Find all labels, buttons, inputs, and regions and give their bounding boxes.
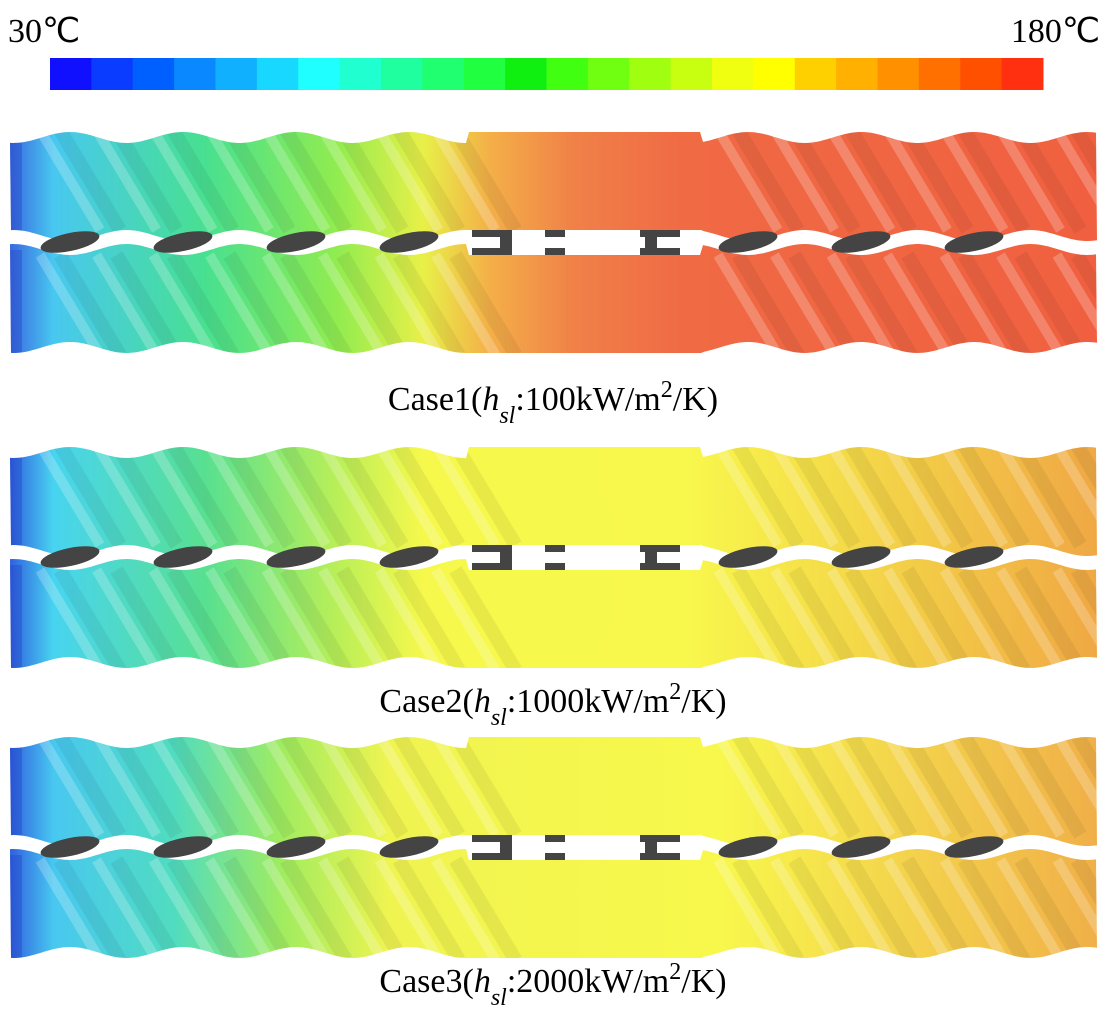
colorbar-swatch <box>174 58 216 90</box>
colorbar-swatch <box>588 58 630 90</box>
end-shade <box>10 445 22 550</box>
colorbar-swatch <box>753 58 795 90</box>
case-caption: Case3(hsl:2000kW/m2/K) <box>379 959 726 1011</box>
colorbar-swatch <box>878 58 920 90</box>
colorbar-swatch <box>257 58 299 90</box>
caption-suffix: /K) <box>681 683 726 720</box>
colorbar-swatch <box>50 58 92 90</box>
end-shade <box>10 250 22 355</box>
kneading-block <box>500 230 512 255</box>
kneading-block <box>545 230 565 237</box>
colorbar-swatch <box>671 58 713 90</box>
colorbar-swatch <box>629 58 671 90</box>
caption-middle: :100kW/m <box>515 381 660 418</box>
kneading-block <box>545 563 565 570</box>
colorbar-swatch <box>547 58 589 90</box>
case-caption: Case2(hsl:1000kW/m2/K) <box>379 679 726 731</box>
caption-suffix: /K) <box>681 963 726 1000</box>
screw-panel <box>10 445 1107 670</box>
page: {"colorbar": {"min_label": "30℃", "max_l… <box>0 0 1107 1017</box>
caption-subscript: sl <box>491 705 507 731</box>
colorbar-swatch <box>919 58 961 90</box>
colorbar-swatch <box>340 58 382 90</box>
end-shade <box>10 565 22 670</box>
end-shade <box>10 855 22 960</box>
case-caption: Case1(hsl:100kW/m2/K) <box>388 377 718 429</box>
kneading-block <box>545 545 565 552</box>
end-shade <box>10 735 22 840</box>
colorbar-swatch <box>298 58 340 90</box>
colorbar-min-label: 30℃ <box>8 13 80 50</box>
kneading-block <box>545 835 565 842</box>
screw-panel <box>10 735 1107 960</box>
colorbar-swatch <box>422 58 464 90</box>
colorbar-swatch <box>216 58 258 90</box>
kneading-block <box>645 545 657 570</box>
screw-panel <box>10 130 1107 355</box>
kneading-block <box>500 545 512 570</box>
caption-subscript: sl <box>491 985 507 1011</box>
caption-prefix: Case1( <box>388 381 482 418</box>
colorbar-max-label: 180℃ <box>1011 13 1100 50</box>
kneading-block <box>545 853 565 860</box>
caption-superscript: 2 <box>669 679 681 705</box>
colorbar-swatch <box>795 58 837 90</box>
colorbar-swatch <box>712 58 754 90</box>
caption-symbol: h <box>474 683 491 720</box>
caption-symbol: h <box>482 381 499 418</box>
caption-middle: :1000kW/m <box>507 683 669 720</box>
colorbar-swatch <box>464 58 506 90</box>
caption-subscript: sl <box>499 403 515 429</box>
figure: 30℃ 180℃ Case1(hsl:100kW/m2/K)Case2(hsl:… <box>0 0 1107 1017</box>
caption-suffix: /K) <box>673 381 718 418</box>
colorbar-swatch <box>1002 58 1044 90</box>
caption-prefix: Case2( <box>379 683 473 720</box>
kneading-block <box>645 835 657 860</box>
caption-prefix: Case3( <box>379 963 473 1000</box>
caption-symbol: h <box>474 963 491 1000</box>
colorbar-swatch <box>91 58 133 90</box>
caption-superscript: 2 <box>669 959 681 985</box>
kneading-block <box>545 248 565 255</box>
caption-middle: :2000kW/m <box>507 963 669 1000</box>
colorbar-swatch <box>960 58 1002 90</box>
kneading-block <box>645 230 657 255</box>
colorbar-swatch <box>133 58 175 90</box>
kneading-block <box>500 835 512 860</box>
colorbar-swatch <box>381 58 423 90</box>
caption-superscript: 2 <box>661 377 673 403</box>
colorbar-swatch <box>836 58 878 90</box>
colorbar-swatch <box>505 58 547 90</box>
end-shade <box>10 130 22 235</box>
